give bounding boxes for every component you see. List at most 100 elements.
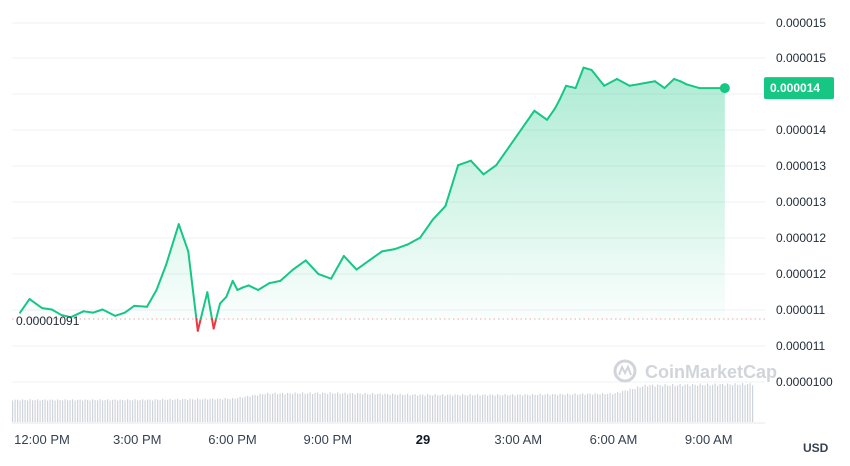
volume-bar <box>509 394 511 422</box>
volume-bar <box>297 393 299 422</box>
price-line <box>19 66 726 332</box>
volume-bar <box>132 400 134 422</box>
volume-bar <box>447 394 449 422</box>
volume-bar <box>147 399 149 422</box>
volume-bar <box>604 394 606 422</box>
volume-bar <box>602 392 604 422</box>
coinmarketcap-logo-mark <box>618 364 632 376</box>
volume-bar <box>54 400 56 422</box>
volume-bar <box>547 393 549 422</box>
price-segment <box>187 250 198 321</box>
volume-bar <box>32 400 34 422</box>
volume-bar <box>382 394 384 422</box>
volume-bar <box>184 398 186 422</box>
volume-bar <box>484 394 486 422</box>
volume-bar <box>152 400 154 422</box>
volume-bar <box>27 400 29 422</box>
x-tick-label: 9:00 PM <box>304 432 352 447</box>
volume-bar <box>79 399 81 422</box>
volume-bar <box>647 386 649 422</box>
price-segment <box>219 295 228 305</box>
price-segment <box>82 310 95 314</box>
y-tick-label: 0.000012 <box>776 267 826 281</box>
price-segment <box>225 279 234 298</box>
volume-bar <box>359 393 361 422</box>
volume-bar <box>534 394 536 422</box>
volume-bar <box>452 395 454 422</box>
volume-bar <box>559 393 561 422</box>
volume-bar <box>159 400 161 422</box>
volume-bar <box>574 393 576 422</box>
volume-bar <box>62 400 64 422</box>
last-price-badge: 0.000014 <box>764 77 834 100</box>
volume-bar <box>207 399 209 422</box>
volume-bar <box>252 395 254 422</box>
price-segment <box>177 223 190 253</box>
volume-bar <box>217 398 219 422</box>
x-tick-label: 3:00 PM <box>113 432 161 447</box>
volume-bar <box>562 394 564 422</box>
volume-bar <box>709 385 711 422</box>
volume-bar <box>717 385 719 422</box>
price-segment <box>133 304 148 308</box>
volume-bar <box>374 394 376 422</box>
price-segment <box>206 291 214 321</box>
volume-bar <box>409 395 411 422</box>
volume-bar <box>682 386 684 422</box>
volume-bar <box>44 399 46 422</box>
volume-bar <box>619 393 621 422</box>
volume-bar <box>654 386 656 422</box>
volume-bar <box>167 399 169 422</box>
volume-bar <box>552 394 554 422</box>
price-segment <box>146 288 158 308</box>
volume-bar <box>742 383 744 422</box>
volume-bar <box>274 392 276 422</box>
volume-bar <box>749 383 751 422</box>
volume-bar <box>379 393 381 422</box>
volume-bar <box>634 388 636 422</box>
volume-bar <box>104 400 106 422</box>
volume-bar <box>684 384 686 422</box>
price-segment <box>507 127 523 149</box>
watermark-text: CoinMarketCap <box>645 362 777 382</box>
price-segment <box>355 259 371 271</box>
volume-bar <box>149 399 151 422</box>
volume-bar <box>284 394 286 422</box>
x-tick-label: 29 <box>416 432 430 447</box>
volume-bar <box>139 399 141 422</box>
volume-bar <box>507 395 509 422</box>
volume-bar <box>722 383 724 422</box>
price-segment <box>457 159 472 167</box>
volume-bar <box>282 392 284 422</box>
volume-bar <box>727 383 729 422</box>
watermark: CoinMarketCap <box>613 359 777 383</box>
volume-bar <box>694 384 696 422</box>
price-segment <box>615 77 631 87</box>
volume-bar <box>412 394 414 422</box>
volume-bar <box>334 393 336 422</box>
price-segment <box>247 284 260 291</box>
volume-bar <box>199 399 201 422</box>
price-segment <box>330 254 345 280</box>
volume-bar <box>707 383 709 422</box>
volume-bar <box>64 399 66 422</box>
x-tick-label: 6:00 PM <box>208 432 256 447</box>
volume-bar <box>512 394 514 422</box>
volume-bar <box>572 394 574 422</box>
last-price-label: 0.000014 <box>770 81 820 95</box>
price-segment <box>663 77 676 90</box>
volume-bar <box>399 393 401 422</box>
volume-bar <box>667 385 669 422</box>
volume-bar <box>567 393 569 422</box>
volume-bar <box>112 399 114 422</box>
volume-bar <box>39 400 41 422</box>
volume-bar <box>162 398 164 422</box>
volume-bar <box>254 394 256 422</box>
volume-bar <box>652 384 654 422</box>
volume-bar <box>29 399 31 422</box>
volume-bar <box>264 394 266 422</box>
volume-bar <box>202 399 204 422</box>
volume-bar <box>642 386 644 422</box>
volume-bar <box>599 394 601 422</box>
